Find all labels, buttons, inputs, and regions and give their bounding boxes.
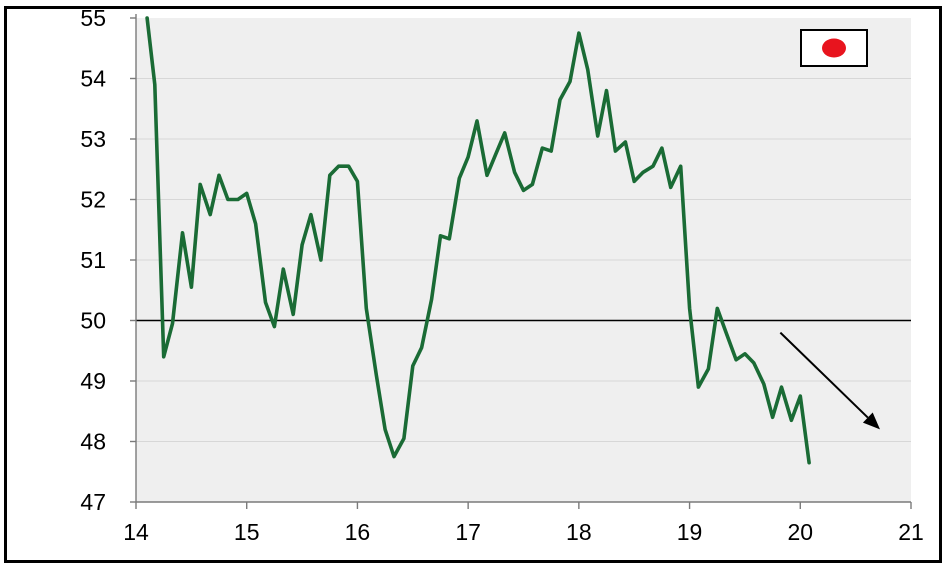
legend [800,29,868,67]
y-tick-label-55: 55 [80,5,106,31]
y-tick-label-54: 54 [80,66,106,92]
y-tick-label-47: 47 [80,489,106,515]
y-tick-label-53: 53 [80,126,106,152]
japan-flag-icon [800,29,868,67]
x-tick-label-19: 19 [677,519,703,545]
x-tick-label-16: 16 [345,519,371,545]
trend-arrow [779,331,880,430]
y-tick-label-51: 51 [80,247,106,273]
x-tick-label-21: 21 [898,519,924,545]
x-tick-label-17: 17 [455,519,481,545]
y-tick-label-49: 49 [80,368,106,394]
flag-red-disc [822,38,846,58]
y-tick-label-50: 50 [80,308,106,334]
y-tick-label-52: 52 [80,187,106,213]
x-tick-label-18: 18 [566,519,592,545]
x-tick-label-15: 15 [234,519,260,545]
series-line [145,16,811,465]
axes [130,14,912,509]
y-tick-labels: 47 48 49 50 51 52 53 54 55 [80,5,106,515]
arrow-shaft [779,331,869,419]
arrow-head [862,412,880,430]
y-tick-label-48: 48 [80,429,106,455]
x-tick-label-14: 14 [123,519,149,545]
x-tick-labels: 14 15 16 17 18 19 20 21 [123,519,924,545]
x-tick-label-20: 20 [787,519,813,545]
